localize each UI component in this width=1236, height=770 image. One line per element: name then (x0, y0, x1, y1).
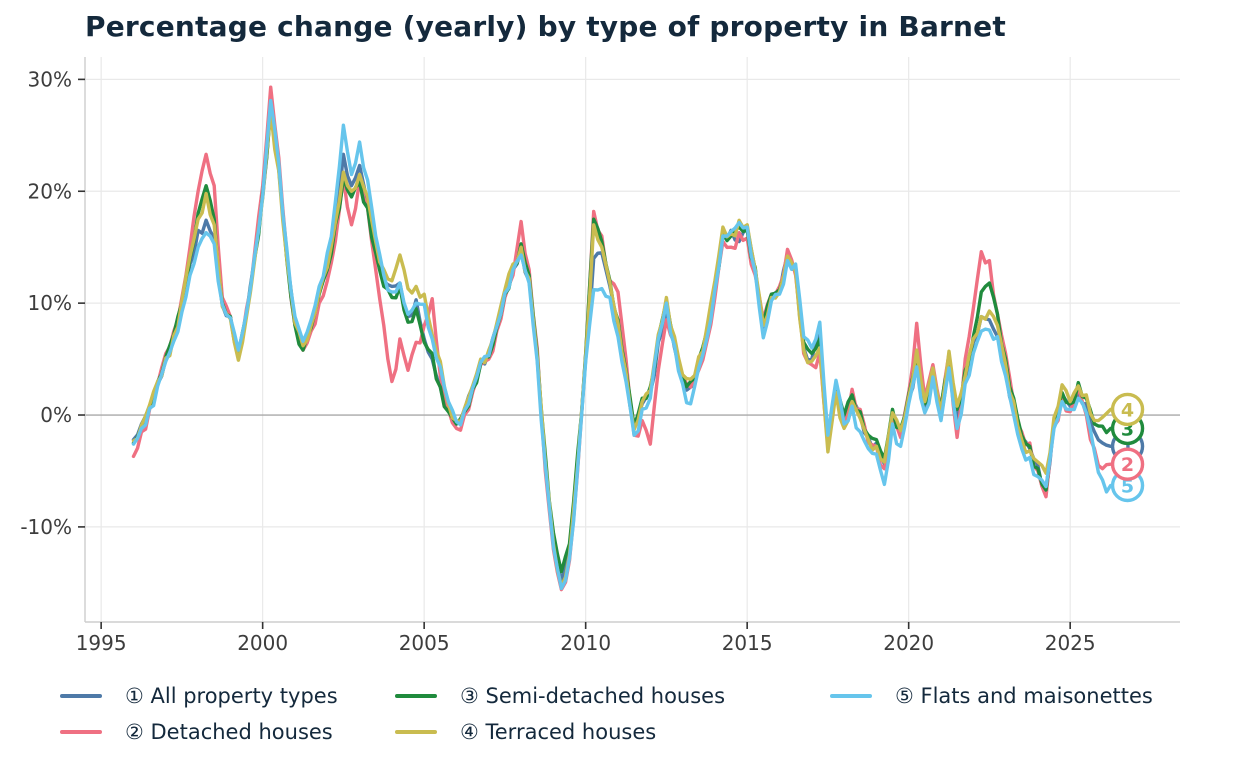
x-tick-label: 2025 (1045, 631, 1096, 655)
y-tick-label: 20% (28, 179, 72, 203)
svg-text:5: 5 (1121, 476, 1134, 498)
x-tick-label: 1995 (76, 631, 127, 655)
y-tick-label: 10% (28, 291, 72, 315)
legend-item-semi-detached-houses: ③ Semi-detached houses (395, 683, 725, 709)
plot-area: 1995 2000 2005 2010 2015 2020 2025 30% 20% 10% 0% -… (20, 57, 1180, 655)
legend-item-all-property-types: ① All property types (60, 683, 338, 709)
series-end-badge-4: 4 (1110, 392, 1145, 427)
legend-item-terraced-houses: ④ Terraced houses (395, 719, 656, 745)
x-tick-label: 2015 (722, 631, 773, 655)
legend-label-flats-and-maisonettes: ⑤ Flats and maisonettes (895, 684, 1153, 708)
x-tick-label: 2020 (883, 631, 934, 655)
series-line-flats-and-maisonettes (131, 98, 1113, 591)
legend-label-terraced-houses: ④ Terraced houses (460, 720, 657, 744)
legend-swatch-flats-and-maisonettes (830, 693, 872, 699)
x-tick-label: 2010 (560, 631, 611, 655)
svg-text:2: 2 (1121, 454, 1134, 476)
legend-label-all-property-types: ① All property types (125, 684, 338, 708)
y-tick-label: -10% (20, 515, 72, 539)
x-tick-label: 2005 (399, 631, 450, 655)
legend-swatch-terraced-houses (395, 729, 437, 735)
legend-swatch-semi-detached-houses (395, 693, 437, 699)
series-end-badge-2: 2 (1110, 447, 1145, 481)
legend-label-detached-houses: ② Detached houses (125, 720, 333, 744)
y-tick-label: 0% (40, 403, 72, 427)
legend-swatch-all-property-types (60, 693, 102, 699)
legend-item-detached-houses: ② Detached houses (60, 719, 333, 745)
legend-item-flats-and-maisonettes: ⑤ Flats and maisonettes (830, 683, 1153, 709)
legend-label-semi-detached-houses: ③ Semi-detached houses (460, 684, 726, 708)
svg-text:4: 4 (1121, 399, 1134, 421)
y-tick-label: 30% (28, 67, 72, 91)
legend-swatch-detached-houses (60, 729, 102, 735)
chart-title: Percentage change (yearly) by type of pr… (85, 10, 1006, 43)
x-tick-label: 2000 (237, 631, 288, 655)
